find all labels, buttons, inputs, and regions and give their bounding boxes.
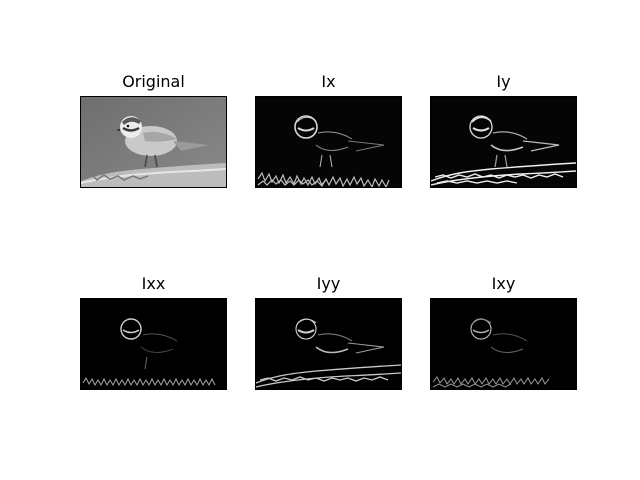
derivative-y-image: [430, 96, 577, 188]
panel-title: Iy: [496, 72, 511, 91]
derivative-yy-image: [255, 298, 402, 390]
ix-image: [256, 97, 401, 187]
panel-title: Original: [122, 72, 185, 91]
panel-title: Ixy: [491, 274, 516, 293]
ixx-image: [81, 299, 226, 389]
ixy-image: [431, 299, 576, 389]
bird-photo-grayscale: [80, 96, 227, 188]
panel-title: Iyy: [316, 274, 341, 293]
derivative-xy-image: [430, 298, 577, 390]
derivative-xx-image: [80, 298, 227, 390]
derivative-x-image: [255, 96, 402, 188]
iy-image: [431, 97, 576, 187]
panel-title: Ixx: [141, 274, 166, 293]
original-image: [81, 97, 226, 187]
panel-title: Ix: [321, 72, 336, 91]
iyy-image: [256, 299, 401, 389]
